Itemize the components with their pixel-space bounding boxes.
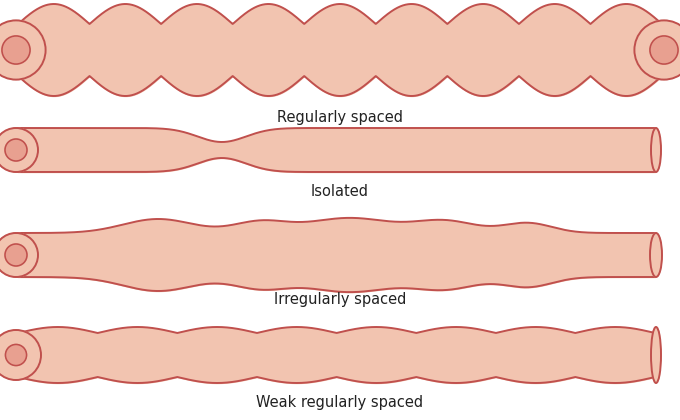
Circle shape <box>0 128 38 172</box>
Circle shape <box>5 344 27 365</box>
Circle shape <box>5 139 27 161</box>
Text: Isolated: Isolated <box>311 184 369 199</box>
Text: Weak regularly spaced: Weak regularly spaced <box>256 395 424 410</box>
Circle shape <box>650 36 678 64</box>
Circle shape <box>2 36 30 64</box>
Ellipse shape <box>651 128 661 172</box>
Circle shape <box>5 244 27 266</box>
Circle shape <box>0 330 41 380</box>
Ellipse shape <box>651 327 661 383</box>
Circle shape <box>0 233 38 277</box>
Circle shape <box>0 21 46 80</box>
Text: Regularly spaced: Regularly spaced <box>277 110 403 125</box>
Text: Irregularly spaced: Irregularly spaced <box>274 292 406 307</box>
Ellipse shape <box>650 233 662 277</box>
Circle shape <box>634 21 680 80</box>
